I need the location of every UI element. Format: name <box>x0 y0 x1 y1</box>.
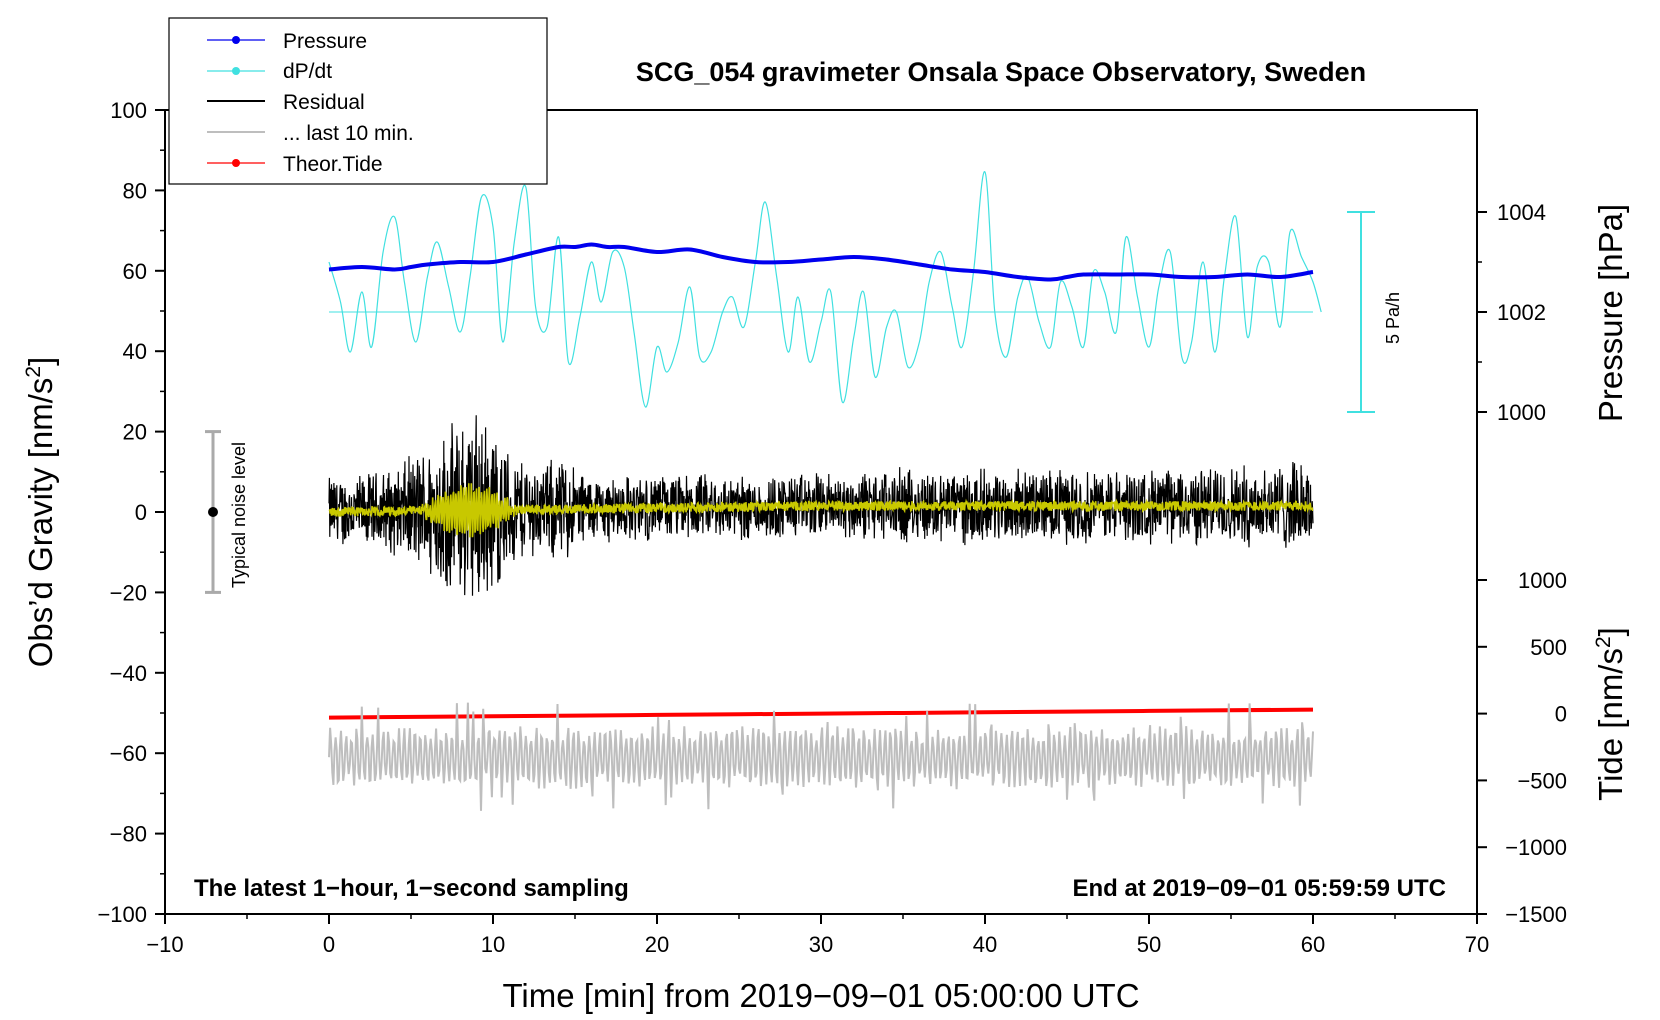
dpdt-scale-label: 5 Pa/h <box>1383 292 1403 344</box>
pressure-tick-label: 1002 <box>1497 300 1546 325</box>
tide-axis-title: Tide [nm/s2] <box>1592 627 1629 801</box>
end-time-note: End at 2019−09−01 05:59:59 UTC <box>1072 875 1446 902</box>
y-axis-title: Obs’d Gravity [nm/s2] <box>22 357 59 668</box>
noise-center-dot <box>208 507 218 517</box>
y-tick-label: 0 <box>135 500 147 525</box>
pressure-line <box>328 242 1314 282</box>
axis-ticks: −10 0 10 20 30 40 50 60 70−100−80−60−40−20020406… <box>97 98 1567 957</box>
legend-item-last10: ... last 10 min. <box>207 122 414 145</box>
legend-item-residual: Residual <box>207 91 365 114</box>
y-tick-label: −60 <box>110 741 147 766</box>
y-axis-title-main: Obs’d Gravity [nm/s <box>22 378 59 668</box>
legend: Pressure dP/dt Residual ... last 10 min.… <box>168 17 548 185</box>
legend-item-tide: Theor.Tide <box>207 153 383 176</box>
x-axis-title: Time [min] from 2019−09−01 05:00:00 UTC <box>502 977 1139 1014</box>
dpdt-line <box>328 171 1322 408</box>
chart-title: SCG_054 gravimeter Onsala Space Observat… <box>636 57 1366 87</box>
y-tick-label: −80 <box>110 822 147 847</box>
tide-axis-title-main: Tide [nm/s <box>1592 648 1629 801</box>
y-tick-label: 20 <box>123 420 147 445</box>
legend-item-pressure: Pressure <box>207 30 367 53</box>
y-tick-label: 100 <box>110 98 147 123</box>
y-tick-label: −20 <box>110 580 147 605</box>
legend-dpdt-label: dP/dt <box>283 60 332 83</box>
y-tick-label: −40 <box>110 661 147 686</box>
pressure-tick-label: 1004 <box>1497 200 1546 225</box>
dpdt-scale-bar: 5 Pa/h <box>1347 211 1403 413</box>
y-axis-title-close: ] <box>22 357 59 366</box>
tide-tick-label: 1000 <box>1518 568 1567 593</box>
x-tick-label: 70 <box>1465 932 1489 957</box>
y-tick-label: 80 <box>123 178 147 203</box>
tide-axis-title-sup: 2 <box>1592 636 1615 648</box>
last10-line <box>328 702 1314 811</box>
x-tick-label: 40 <box>973 932 997 957</box>
x-tick-label: 20 <box>645 932 669 957</box>
residual-smooth-line <box>328 483 1314 538</box>
tide-axis-title-close: ] <box>1592 627 1629 636</box>
y-axis-title-sup: 2 <box>22 366 45 378</box>
x-tick-label: 50 <box>1137 932 1161 957</box>
y-tick-label: 40 <box>123 339 147 364</box>
x-tick-label: 60 <box>1301 932 1325 957</box>
legend-dpdt-marker <box>232 67 240 75</box>
pressure-axis-title: Pressure [hPa] <box>1592 204 1629 422</box>
x-tick-label: 0 <box>323 932 335 957</box>
x-tick-label: 10 <box>481 932 505 957</box>
legend-last10-label: ... last 10 min. <box>283 122 414 145</box>
x-tick-label: −10 <box>146 932 183 957</box>
y-tick-label: 60 <box>123 259 147 284</box>
series-layer <box>328 171 1322 811</box>
legend-tide-marker <box>232 159 240 167</box>
sampling-note: The latest 1−hour, 1−second sampling <box>194 875 629 902</box>
tide-tick-label: −1000 <box>1505 835 1567 860</box>
noise-label: Typical noise level <box>229 442 249 588</box>
legend-pressure-marker <box>232 36 240 44</box>
tide-tick-label: 0 <box>1555 702 1567 727</box>
legend-item-dpdt: dP/dt <box>207 60 332 83</box>
tide-tick-label: −1500 <box>1505 902 1567 927</box>
legend-pressure-label: Pressure <box>283 30 367 53</box>
x-tick-label: 30 <box>809 932 833 957</box>
pressure-tick-label: 1000 <box>1497 400 1546 425</box>
y-tick-label: −100 <box>97 902 147 927</box>
noise-level-indicator: Typical noise level <box>205 430 249 594</box>
legend-residual-label: Residual <box>283 91 365 114</box>
tide-tick-label: 500 <box>1530 635 1567 660</box>
legend-tide-label: Theor.Tide <box>283 153 383 176</box>
tide-line <box>328 707 1314 720</box>
tide-tick-label: −500 <box>1517 768 1567 793</box>
